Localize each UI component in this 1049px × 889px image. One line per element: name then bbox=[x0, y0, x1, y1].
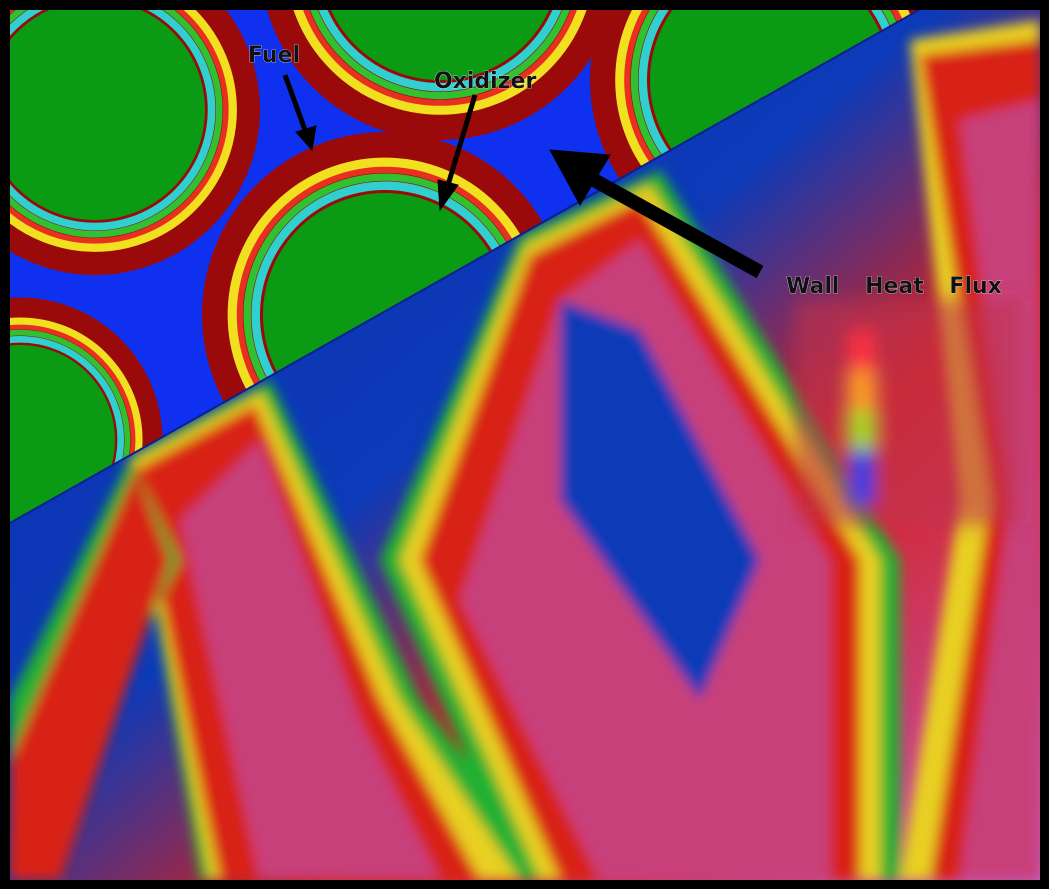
plume bbox=[380, 170, 900, 880]
legend-blurred bbox=[795, 300, 1020, 525]
oxidizer-label: Oxidizer bbox=[434, 69, 536, 94]
fuel-label: Fuel bbox=[248, 43, 300, 68]
plume bbox=[10, 380, 560, 880]
wall bbox=[9, 9, 920, 524]
wall-heat-flux-label: Wall Heat Flux bbox=[786, 274, 1002, 299]
arrows bbox=[282, 74, 764, 279]
